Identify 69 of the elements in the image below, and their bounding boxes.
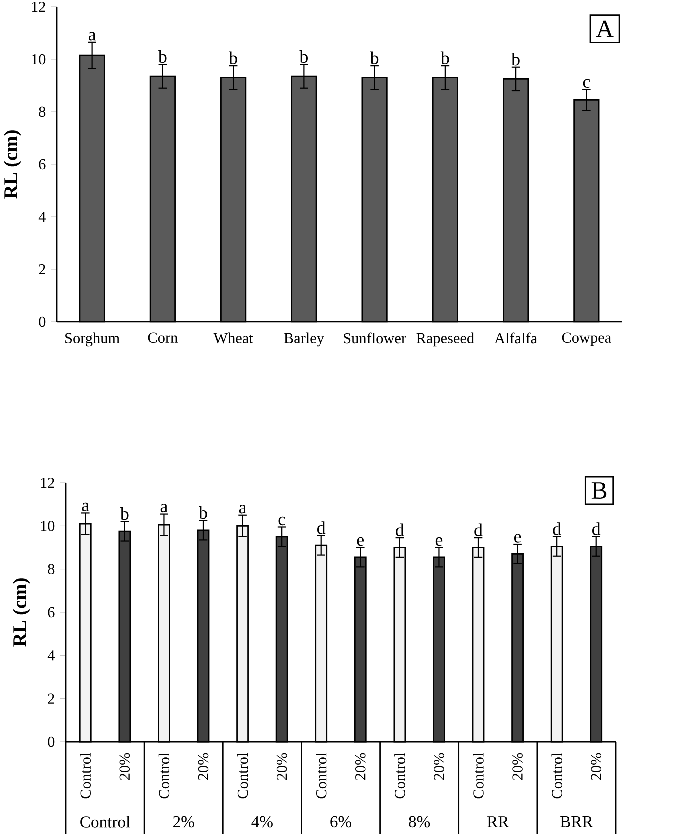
data-label: e bbox=[514, 534, 522, 543]
data-label: e bbox=[436, 537, 443, 546]
data-label: b bbox=[512, 53, 520, 66]
chart-title: A bbox=[596, 20, 614, 38]
text: BRR bbox=[560, 816, 594, 828]
text: 6% bbox=[330, 816, 352, 828]
data-label: a bbox=[82, 502, 90, 512]
data-label: c bbox=[583, 79, 590, 88]
y-tick-label: 8 bbox=[48, 564, 55, 574]
y-tick-label: 8 bbox=[39, 106, 46, 118]
data-label: b bbox=[120, 508, 129, 520]
x-tick-label: Control bbox=[237, 753, 248, 799]
x-tick-label: Rapeseed bbox=[416, 332, 474, 347]
data-label: a bbox=[160, 504, 168, 513]
x-tick-label: 20% bbox=[276, 753, 288, 780]
x-tick-label: Control bbox=[80, 753, 91, 799]
x-tick-label: Sunflower bbox=[344, 332, 406, 344]
x-tick-label: Alfalfa bbox=[494, 332, 538, 344]
text: 8% bbox=[409, 816, 430, 828]
text: RR bbox=[488, 816, 510, 828]
data-label: e bbox=[357, 537, 364, 546]
data-label: d bbox=[318, 522, 326, 534]
data-label: b bbox=[158, 50, 167, 64]
text: Control bbox=[80, 816, 130, 828]
data-label: b bbox=[229, 52, 238, 64]
y-tick-label: 0 bbox=[39, 316, 46, 328]
data-label: a bbox=[88, 32, 96, 41]
data-label: d bbox=[474, 524, 483, 536]
x-tick-label: Control bbox=[473, 753, 484, 799]
text: 4% bbox=[252, 816, 273, 828]
y-tick-label: 10 bbox=[32, 54, 46, 65]
data-label: b bbox=[300, 50, 308, 64]
y-axis-title: RL (cm) bbox=[12, 578, 30, 647]
data-label: b bbox=[440, 52, 450, 64]
y-tick-label: 4 bbox=[48, 650, 55, 661]
x-tick-label: Control bbox=[552, 753, 562, 799]
data-label: a bbox=[239, 505, 247, 514]
y-tick-label: 12 bbox=[41, 478, 54, 488]
y-tick-label: 6 bbox=[48, 607, 55, 618]
x-tick-label: Wheat bbox=[214, 332, 254, 344]
y-tick-label: 2 bbox=[48, 694, 54, 704]
x-tick-label: Corn bbox=[148, 332, 178, 344]
chart-title: B bbox=[592, 482, 607, 499]
x-tick-label: 20% bbox=[591, 753, 602, 780]
y-tick-label: 10 bbox=[41, 521, 55, 532]
x-tick-label: 20% bbox=[198, 753, 209, 780]
x-tick-label: Barley bbox=[284, 332, 324, 347]
y-tick-label: 6 bbox=[39, 159, 46, 170]
y-tick-label: 2 bbox=[39, 264, 46, 275]
x-tick-label: Sorghum bbox=[66, 332, 120, 347]
y-tick-label: 0 bbox=[48, 736, 55, 748]
x-tick-label: 20% bbox=[120, 753, 130, 780]
x-tick-label: Cowpea bbox=[562, 332, 612, 346]
y-axis-title: RL (cm) bbox=[4, 130, 22, 199]
y-tick-label: 4 bbox=[38, 212, 46, 222]
x-tick-label: 20% bbox=[512, 753, 523, 780]
data-label: b bbox=[199, 506, 208, 520]
x-tick-label: 20% bbox=[434, 753, 444, 780]
x-tick-label: Control bbox=[158, 753, 170, 799]
x-tick-label: Control bbox=[316, 753, 327, 799]
data-label: b bbox=[370, 52, 379, 64]
text: 2% bbox=[174, 816, 194, 828]
data-label: d bbox=[592, 522, 601, 536]
x-tick-label: Control bbox=[394, 753, 406, 799]
x-tick-label: 20% bbox=[355, 753, 366, 780]
data-label: c bbox=[278, 516, 286, 526]
y-tick-label: 12 bbox=[32, 2, 46, 12]
data-label: d bbox=[396, 524, 404, 536]
data-label: d bbox=[553, 522, 562, 536]
